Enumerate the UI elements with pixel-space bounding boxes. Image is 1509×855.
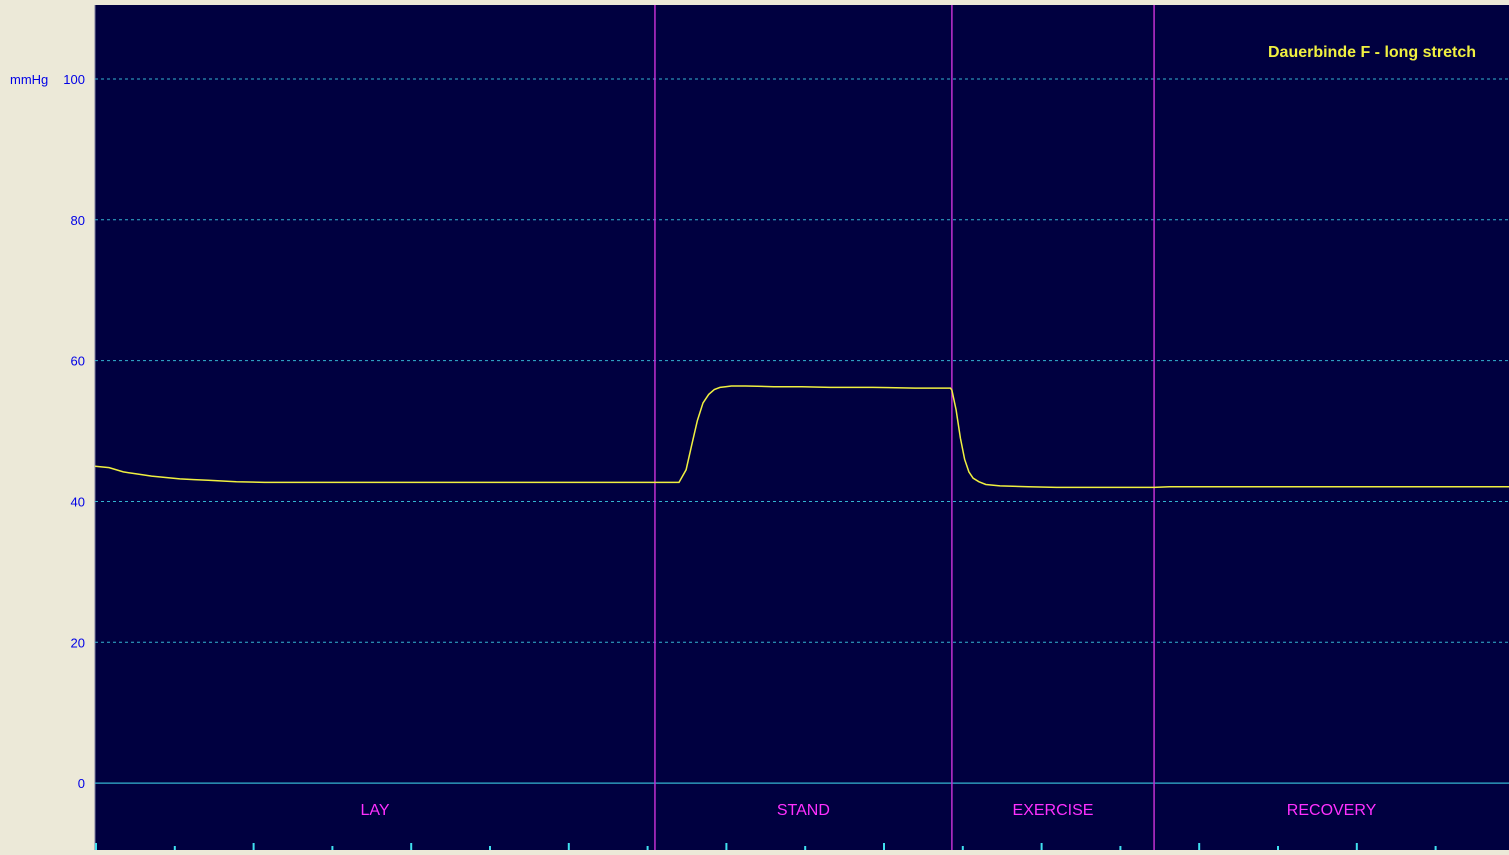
y-tick-label: 40 [71,494,85,509]
y-tick-label: 20 [71,635,85,650]
phase-label-lay: LAY [360,802,389,819]
phase-label-recovery: RECOVERY [1287,802,1377,819]
y-axis: mmHg 0 20 40 60 80 100 [10,72,85,791]
x-axis-ticks [95,843,1437,850]
phase-label-exercise: EXERCISE [1013,802,1094,819]
chart-title: Dauerbinde F - long stretch [1268,44,1476,61]
y-tick-label: 60 [71,354,85,369]
y-tick-label: 0 [78,776,85,791]
phase-label-stand: STAND [777,802,830,819]
plot-area [95,5,1509,850]
y-tick-label: 100 [63,72,85,87]
phase-layer: LAY STAND EXERCISE RECOVERY [360,5,1377,850]
trace-layer [94,385,1509,489]
y-axis-label: mmHg [10,72,48,87]
y-tick-label: 80 [71,213,85,228]
grid-layer [94,5,1509,850]
pressure-trace-line [94,385,1509,489]
